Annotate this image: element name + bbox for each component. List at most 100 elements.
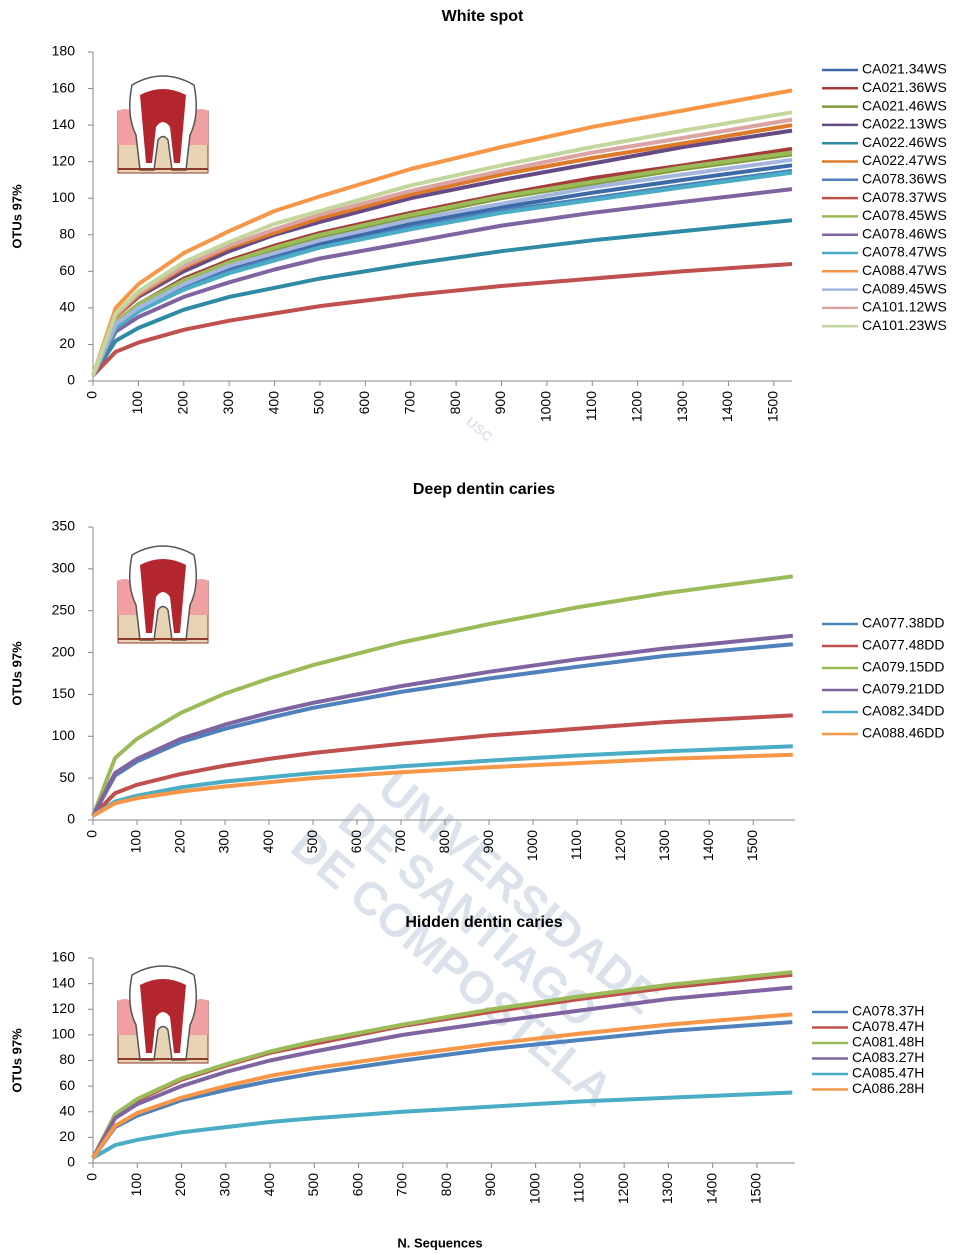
x-tick-label: 800 <box>438 1173 454 1197</box>
x-tick-label: 1400 <box>703 1173 719 1204</box>
x-tick-label: 1000 <box>524 830 540 861</box>
y-tick-label: 350 <box>52 518 76 534</box>
legend-label: CA078.47WS <box>862 244 947 260</box>
x-tick-label: 1200 <box>612 830 628 861</box>
x-tick-label: 1300 <box>674 391 690 422</box>
x-tick-label: 200 <box>174 391 190 415</box>
x-tick-label: 400 <box>261 1173 277 1197</box>
x-axis-label: N. Sequences <box>397 1235 482 1250</box>
legend-label: CA021.34WS <box>862 61 947 77</box>
x-tick-label: 100 <box>128 1173 144 1197</box>
x-tick-label: 1300 <box>656 830 672 861</box>
y-tick-label: 100 <box>52 1026 76 1042</box>
legend-label: CA088.46DD <box>862 725 945 741</box>
y-tick-label: 50 <box>59 769 75 785</box>
x-tick-label: 200 <box>172 830 188 854</box>
y-axis-label: OTUs 97% <box>9 641 24 706</box>
legend-label: CA021.36WS <box>862 79 947 95</box>
legend-label: CA078.37WS <box>862 189 947 205</box>
y-tick-label: 300 <box>52 560 76 576</box>
tooth-icon <box>118 76 208 173</box>
x-tick-label: 200 <box>172 1173 188 1197</box>
legend-label: CA078.47H <box>852 1018 924 1034</box>
series-line <box>93 1093 792 1158</box>
x-tick-label: 500 <box>311 391 327 415</box>
x-tick-label: 1500 <box>748 1173 764 1204</box>
x-tick-label: 100 <box>128 830 144 854</box>
x-tick-label: 600 <box>349 1173 365 1197</box>
legend-label: CA078.37H <box>852 1003 924 1019</box>
legend-label: CA022.46WS <box>862 134 947 150</box>
y-tick-label: 100 <box>52 189 76 205</box>
legend-label: CA082.34DD <box>862 703 945 719</box>
legend-label: CA079.21DD <box>862 681 945 697</box>
x-tick-label: 900 <box>480 830 496 854</box>
x-tick-label: 1300 <box>659 1173 675 1204</box>
legend-label: CA086.28H <box>852 1080 924 1096</box>
y-axis-label: OTUs 97% <box>9 184 24 249</box>
chart-title: White spot <box>442 8 524 25</box>
x-tick-label: 900 <box>482 1173 498 1197</box>
x-tick-label: 0 <box>84 1173 100 1181</box>
y-tick-label: 60 <box>59 262 75 278</box>
y-axis-label: OTUs 97% <box>9 1028 24 1093</box>
y-tick-label: 160 <box>52 79 76 95</box>
x-tick-label: 600 <box>348 830 364 854</box>
y-tick-label: 80 <box>59 225 75 241</box>
y-tick-label: 100 <box>52 727 76 743</box>
y-tick-label: 140 <box>52 974 76 990</box>
legend-label: CA022.13WS <box>862 116 947 132</box>
tooth-icon <box>118 546 208 643</box>
chart-title: Deep dentin caries <box>413 481 555 498</box>
y-tick-label: 180 <box>52 43 76 59</box>
x-tick-label: 1500 <box>744 830 760 861</box>
y-tick-label: 0 <box>67 811 75 827</box>
legend-label: CA078.46WS <box>862 225 947 241</box>
legend-label: CA078.45WS <box>862 207 947 223</box>
x-tick-label: 800 <box>436 830 452 854</box>
x-tick-label: 100 <box>129 391 145 415</box>
y-tick-label: 40 <box>59 299 75 315</box>
x-tick-label: 800 <box>447 391 463 415</box>
y-tick-label: 60 <box>59 1077 75 1093</box>
y-tick-label: 0 <box>67 1154 75 1170</box>
legend-label: CA081.48H <box>852 1034 924 1050</box>
x-tick-label: 600 <box>356 391 372 415</box>
legend-label: CA089.45WS <box>862 280 947 296</box>
legend-label: CA079.15DD <box>862 659 945 675</box>
x-tick-label: 700 <box>394 1173 410 1197</box>
y-tick-label: 20 <box>59 1128 75 1144</box>
series-line <box>93 220 792 375</box>
legend-label: CA088.47WS <box>862 262 947 278</box>
x-tick-label: 400 <box>260 830 276 854</box>
legend-label: CA101.12WS <box>862 299 947 315</box>
y-tick-label: 0 <box>67 372 75 388</box>
legend-label: CA021.46WS <box>862 97 947 113</box>
legend-label: CA078.36WS <box>862 171 947 187</box>
x-tick-label: 300 <box>216 1173 232 1197</box>
x-tick-label: 1200 <box>615 1173 631 1204</box>
y-tick-label: 140 <box>52 116 76 132</box>
legend-label: CA085.47H <box>852 1065 924 1081</box>
x-tick-label: 300 <box>216 830 232 854</box>
x-tick-label: 500 <box>305 1173 321 1197</box>
y-tick-label: 160 <box>52 949 76 965</box>
y-tick-label: 250 <box>52 601 76 617</box>
watermark-logo: USC <box>463 414 496 445</box>
legend-label: CA022.47WS <box>862 152 947 168</box>
y-tick-label: 120 <box>52 152 76 168</box>
y-tick-label: 120 <box>52 1000 76 1016</box>
x-tick-label: 1400 <box>700 830 716 861</box>
x-tick-label: 700 <box>401 391 417 415</box>
x-tick-label: 1100 <box>568 830 584 860</box>
x-tick-label: 1100 <box>571 1173 587 1203</box>
legend-label: CA101.23WS <box>862 317 947 333</box>
y-tick-label: 150 <box>52 685 76 701</box>
x-tick-label: 400 <box>265 391 281 415</box>
y-tick-label: 200 <box>52 643 76 659</box>
x-tick-label: 0 <box>84 830 100 838</box>
x-tick-label: 500 <box>304 830 320 854</box>
x-tick-label: 300 <box>220 391 236 415</box>
chart-title: Hidden dentin caries <box>405 914 562 931</box>
x-tick-label: 1000 <box>538 391 554 422</box>
